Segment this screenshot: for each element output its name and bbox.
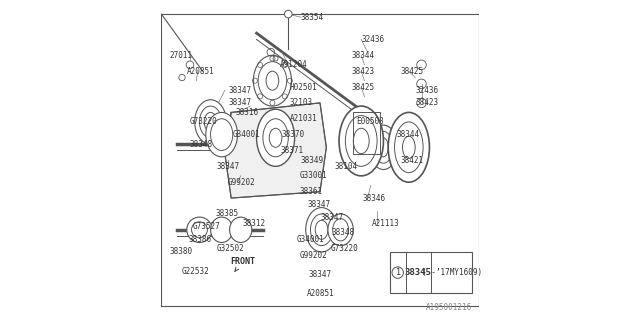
Text: 38347: 38347	[217, 162, 240, 171]
Ellipse shape	[328, 214, 353, 246]
Text: G73220: G73220	[331, 244, 359, 253]
Text: FRONT: FRONT	[230, 257, 255, 271]
Ellipse shape	[369, 125, 397, 170]
Text: 38347: 38347	[228, 99, 251, 108]
Ellipse shape	[187, 217, 212, 243]
Text: 38104: 38104	[334, 162, 357, 171]
Text: H02501: H02501	[290, 83, 317, 92]
Text: 38354: 38354	[301, 13, 324, 22]
Ellipse shape	[211, 217, 233, 243]
Text: 27011: 27011	[170, 51, 193, 60]
Text: 38425: 38425	[401, 67, 424, 76]
Text: 38371: 38371	[280, 146, 303, 155]
Text: G99202: G99202	[300, 251, 327, 260]
Text: E00503: E00503	[356, 117, 384, 126]
Text: 38345: 38345	[405, 268, 432, 277]
Text: 38344: 38344	[352, 51, 375, 60]
Text: A91204: A91204	[280, 60, 308, 69]
Text: G99202: G99202	[228, 178, 256, 187]
Circle shape	[284, 10, 292, 18]
Text: A195001216: A195001216	[426, 303, 472, 312]
Ellipse shape	[195, 100, 227, 144]
Ellipse shape	[388, 112, 429, 182]
Text: 38370: 38370	[282, 130, 305, 139]
Text: 38348: 38348	[331, 228, 354, 237]
Text: G22532: G22532	[182, 267, 210, 276]
Text: 38347: 38347	[309, 270, 332, 279]
Text: G33001: G33001	[300, 172, 327, 180]
Text: 1: 1	[395, 268, 401, 277]
Text: 38425: 38425	[352, 83, 375, 92]
Text: 38348: 38348	[190, 140, 213, 148]
Text: 38361: 38361	[300, 187, 323, 196]
Text: 38347: 38347	[307, 200, 330, 209]
Text: 38385: 38385	[215, 209, 239, 219]
Text: 38349: 38349	[301, 156, 324, 164]
Text: 38421: 38421	[401, 156, 424, 164]
Ellipse shape	[253, 55, 291, 106]
Text: 32436: 32436	[415, 86, 438, 95]
Text: 38386: 38386	[188, 235, 211, 244]
Ellipse shape	[257, 109, 294, 166]
Text: A20851: A20851	[307, 289, 335, 298]
Text: 38423: 38423	[352, 67, 375, 76]
Text: ( -’17MY1609): ( -’17MY1609)	[422, 268, 482, 277]
Ellipse shape	[230, 217, 252, 243]
Text: 32436: 32436	[361, 35, 385, 44]
Text: 38316: 38316	[236, 108, 259, 117]
Ellipse shape	[306, 208, 337, 252]
Polygon shape	[225, 103, 326, 198]
Text: G73527: G73527	[193, 222, 221, 231]
Bar	[353, 112, 380, 154]
Text: 38346: 38346	[363, 194, 386, 203]
Circle shape	[186, 61, 194, 69]
Text: 38380: 38380	[170, 247, 193, 257]
Ellipse shape	[339, 106, 383, 176]
Text: G34001: G34001	[233, 130, 260, 139]
Text: A21031: A21031	[290, 114, 317, 123]
Text: A21113: A21113	[372, 219, 400, 228]
Text: G73220: G73220	[190, 117, 218, 126]
Ellipse shape	[206, 112, 237, 157]
Text: 38347: 38347	[228, 86, 251, 95]
Text: 38423: 38423	[415, 99, 438, 108]
Text: 38312: 38312	[243, 219, 266, 228]
Text: A20851: A20851	[187, 67, 214, 76]
Text: 38344: 38344	[396, 130, 419, 139]
Text: G32502: G32502	[217, 244, 244, 253]
Text: G34001: G34001	[296, 235, 324, 244]
Text: 32103: 32103	[290, 99, 313, 108]
Text: 38347: 38347	[320, 212, 343, 222]
